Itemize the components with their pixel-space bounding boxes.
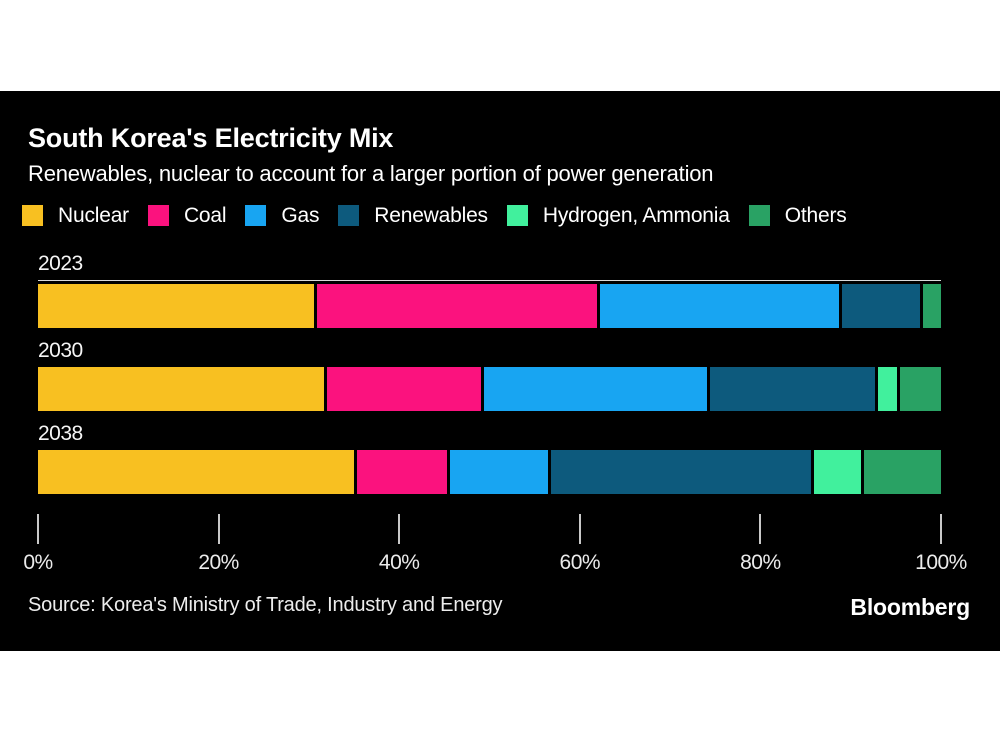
legend-item-others: Others xyxy=(748,203,847,228)
source-note: Source: Korea's Ministry of Trade, Indus… xyxy=(28,594,503,616)
bar-row-2038: 2038 xyxy=(38,422,1000,494)
plot-top-rule xyxy=(38,279,941,282)
chart-title: South Korea's Electricity Mix xyxy=(28,123,394,153)
x-axis-tick xyxy=(940,513,942,544)
bar-segment-hydrogen-ammonia xyxy=(814,449,861,494)
legend-item-renewables: Renewables xyxy=(338,204,488,228)
legend-swatch-renewables xyxy=(338,205,360,227)
legend-swatch-coal xyxy=(147,205,169,227)
chart-subtitle: Renewables, nuclear to account for a lar… xyxy=(28,161,714,187)
bar-segment-gas xyxy=(483,366,708,411)
bloomberg-logo: Bloomberg xyxy=(850,594,970,620)
bar-segment-coal xyxy=(316,283,598,328)
bar-year-label-2030: 2030 xyxy=(38,338,83,362)
x-axis-tick xyxy=(759,513,762,544)
bar-segment-nuclear xyxy=(38,283,314,328)
x-axis-tick-label: 0% xyxy=(23,550,53,574)
bar-segment-renewables xyxy=(842,283,920,328)
bar-segment-nuclear xyxy=(38,366,324,411)
x-axis-tick-label: 80% xyxy=(740,550,781,574)
bar-row-2030: 2030 xyxy=(38,339,1000,411)
bar-segment-coal xyxy=(357,449,448,494)
legend-item-nuclear: Nuclear xyxy=(22,204,129,228)
bar-segment-hydrogen-ammonia xyxy=(878,366,898,411)
stacked-bar-2023 xyxy=(38,283,941,328)
legend-label-nuclear: Nuclear xyxy=(58,203,129,227)
legend-swatch-others xyxy=(748,205,770,227)
x-axis: 0% 20% 40% 60% 80% 100% xyxy=(23,513,967,578)
bar-segment-others xyxy=(863,449,941,494)
x-axis-tick xyxy=(37,513,39,544)
bar-row-2023: 2023 xyxy=(38,252,1000,328)
chart-card: South Korea's Electricity Mix Renewables… xyxy=(0,91,1000,651)
legend-label-others: Others xyxy=(784,203,847,227)
legend-swatch-hydrogen-ammonia xyxy=(506,205,528,227)
legend-label-hydrogen-ammonia: Hydrogen, Ammonia xyxy=(542,203,730,227)
bar-segment-gas xyxy=(600,283,840,328)
stacked-bar-chart: 2023 2030 2038 xyxy=(38,252,1000,494)
bar-segment-coal xyxy=(326,366,481,411)
legend-swatch-gas xyxy=(245,205,267,227)
bar-segment-renewables xyxy=(550,449,812,494)
legend-label-renewables: Renewables xyxy=(374,203,488,227)
x-axis-tick xyxy=(217,513,220,544)
legend-label-gas: Gas xyxy=(281,203,320,227)
bar-year-label-2038: 2038 xyxy=(38,421,83,445)
stacked-bar-2030 xyxy=(38,366,941,411)
bar-segment-others xyxy=(922,283,941,328)
bar-segment-gas xyxy=(450,449,548,494)
bar-segment-renewables xyxy=(710,366,876,411)
legend-item-gas: Gas xyxy=(245,204,319,228)
bar-segment-nuclear xyxy=(38,449,355,494)
legend-item-coal: Coal xyxy=(147,203,227,228)
x-axis-tick xyxy=(578,513,581,544)
bar-year-label-2023: 2023 xyxy=(38,251,83,275)
x-axis-tick-label: 20% xyxy=(198,550,239,574)
legend: Nuclear Coal Gas Renewables Hydrogen, Am… xyxy=(22,204,1000,228)
x-axis-tick-label: 40% xyxy=(378,550,420,574)
legend-label-coal: Coal xyxy=(183,203,227,227)
legend-swatch-nuclear xyxy=(22,205,43,227)
x-axis-tick-label: 100% xyxy=(915,550,967,574)
footer: Source: Korea's Ministry of Trade, Indus… xyxy=(28,594,970,621)
x-axis-tick xyxy=(398,513,401,544)
bar-segment-others xyxy=(900,366,941,411)
legend-item-hydrogen-ammonia: Hydrogen, Ammonia xyxy=(506,203,730,228)
x-axis-tick-label: 60% xyxy=(559,550,601,574)
stacked-bar-2038 xyxy=(38,449,941,494)
